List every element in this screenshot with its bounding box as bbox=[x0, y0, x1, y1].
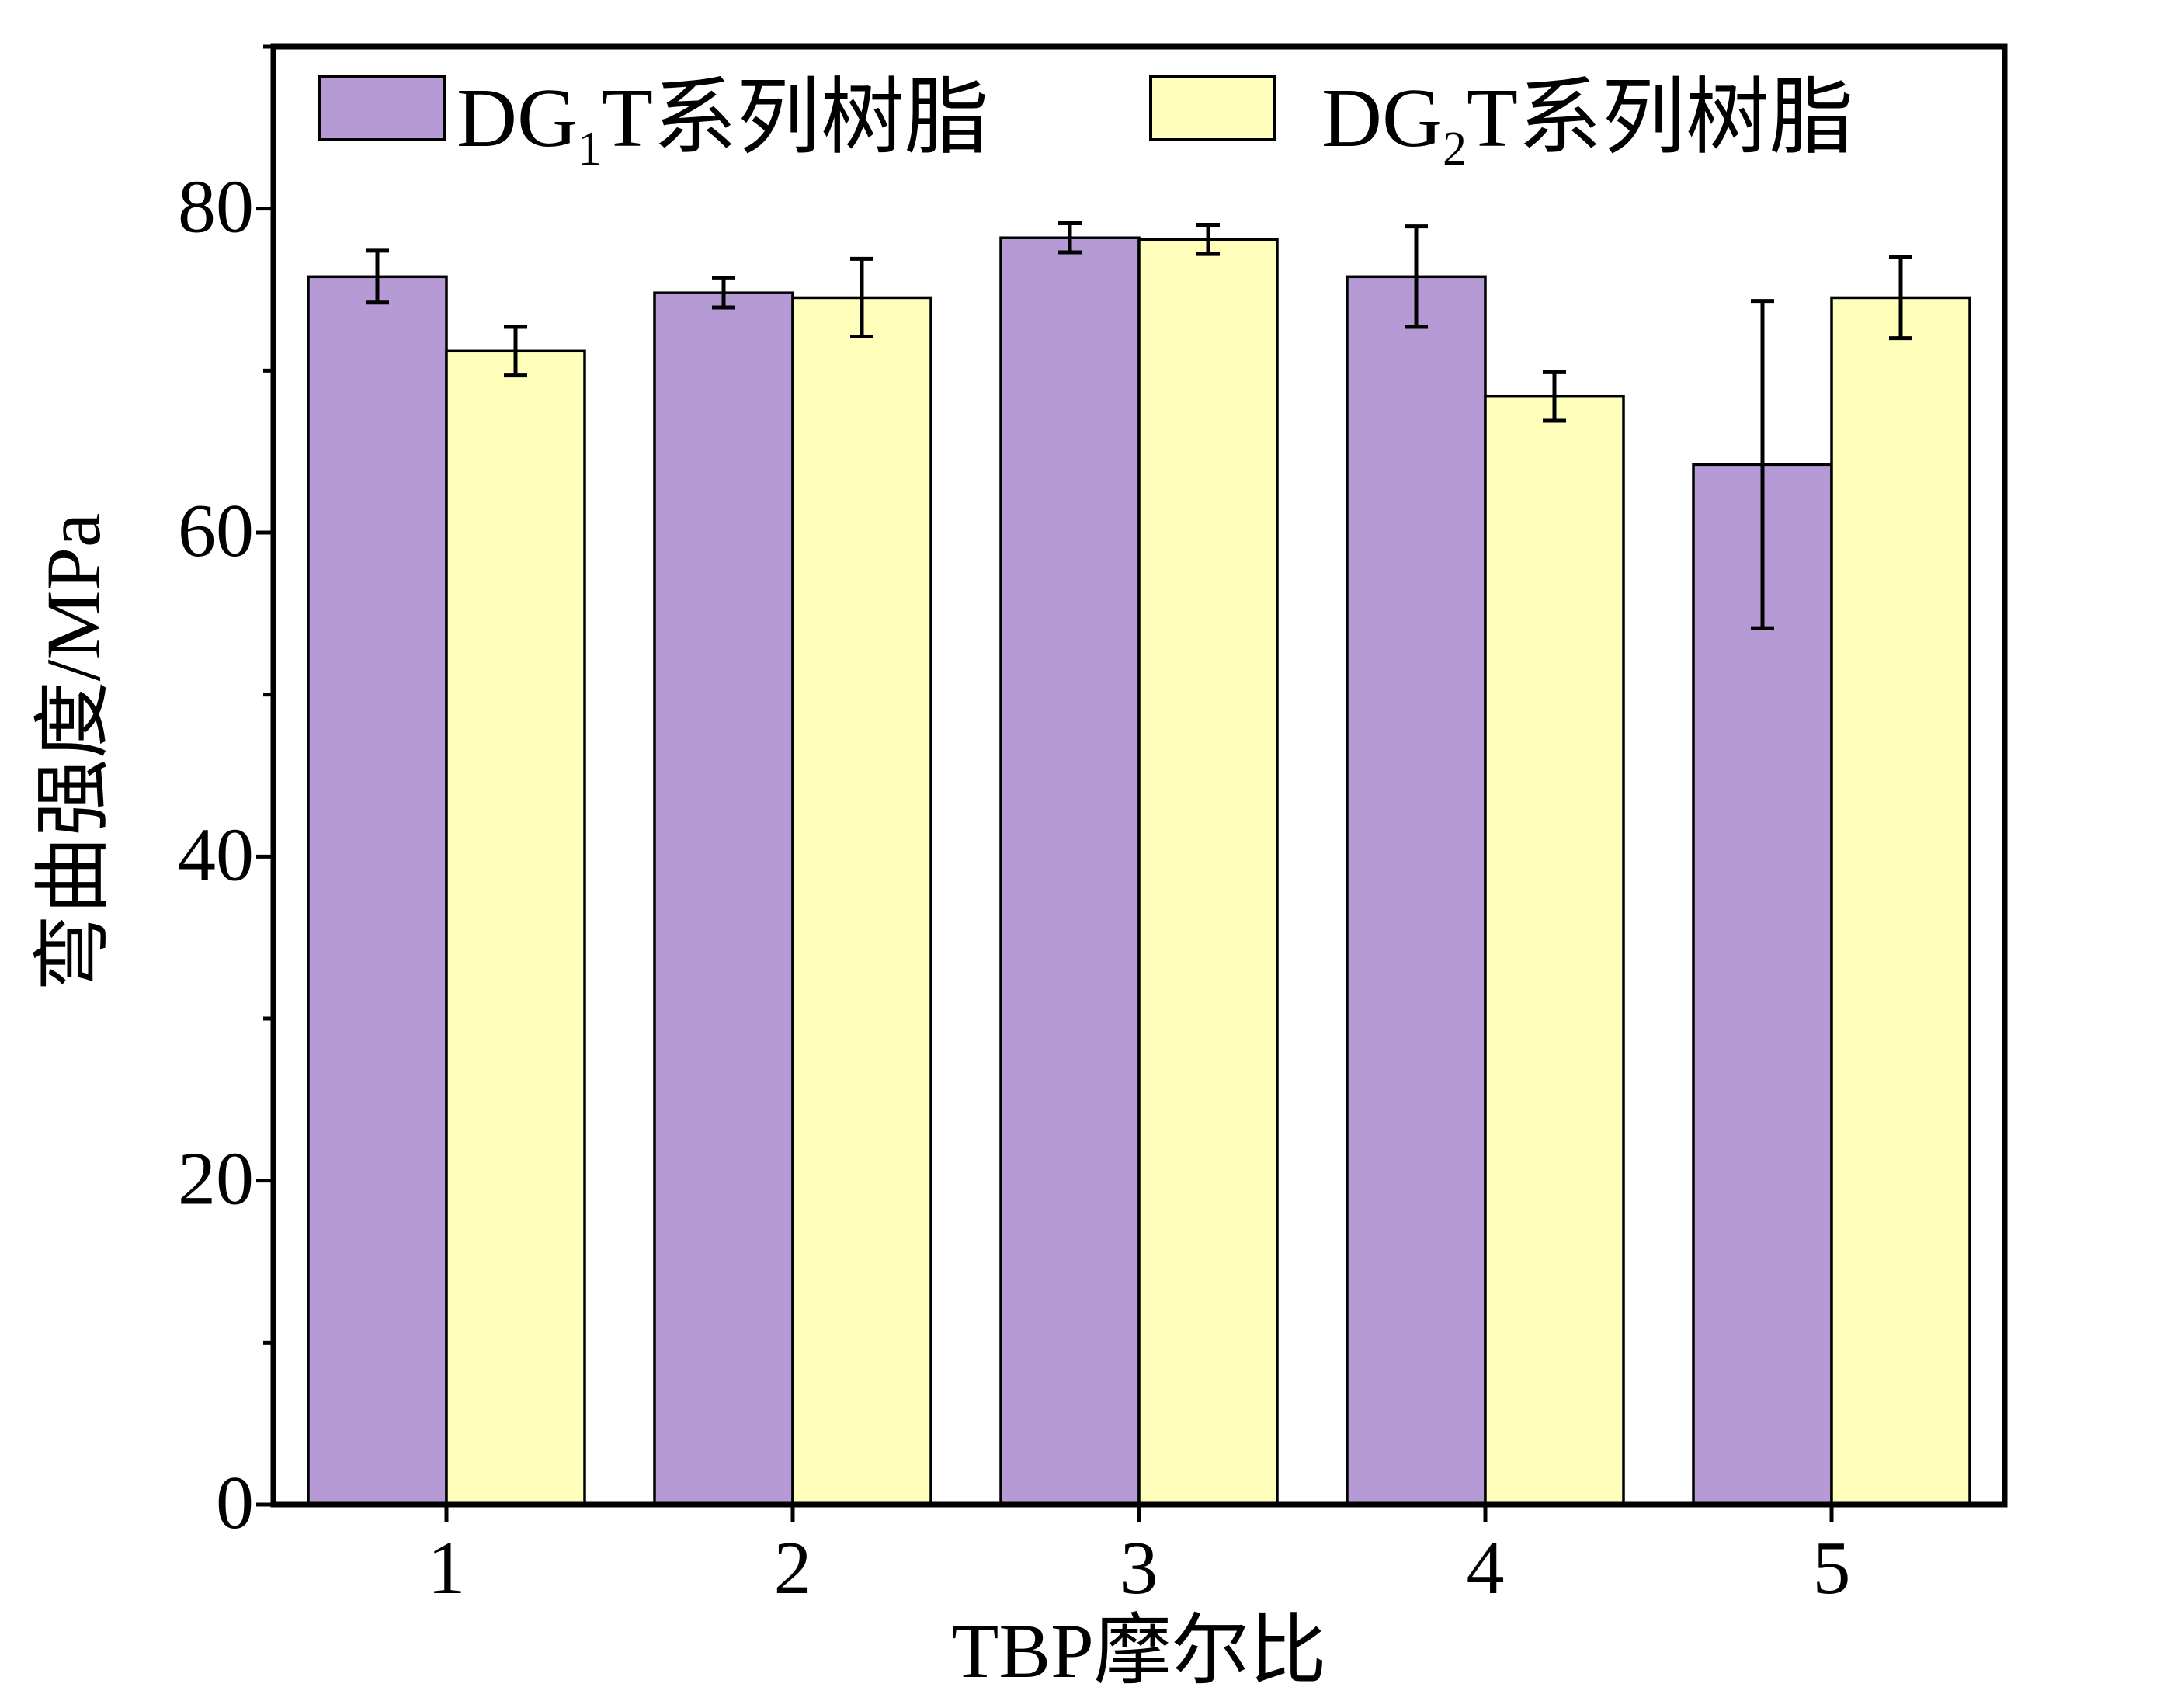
bar-series2-cat4 bbox=[1484, 394, 1625, 1506]
bars-layer bbox=[307, 236, 1971, 1506]
bar-series1-cat1 bbox=[307, 275, 448, 1506]
bar-series1-cat4 bbox=[1346, 275, 1487, 1506]
y-tick-label: 60 bbox=[178, 489, 254, 573]
error-bar-series1-cat4 bbox=[1405, 224, 1428, 329]
error-bar-series1-cat2 bbox=[712, 276, 735, 310]
error-bar-series2-cat1 bbox=[504, 325, 527, 378]
x-tick-label: 4 bbox=[1467, 1526, 1505, 1610]
bar-series1-cat2 bbox=[653, 291, 794, 1506]
error-bar-series1-cat1 bbox=[366, 248, 389, 305]
x-tick-label: 3 bbox=[1120, 1526, 1158, 1610]
bar-series2-cat2 bbox=[791, 296, 932, 1506]
bar-series2-cat5 bbox=[1830, 296, 1971, 1506]
y-tick-label: 20 bbox=[178, 1137, 254, 1221]
bar-series1-cat5 bbox=[1692, 463, 1833, 1506]
y-tick-label: 40 bbox=[178, 813, 254, 897]
x-tick-label: 1 bbox=[428, 1526, 466, 1610]
legend-label: DG1T系列树脂 bbox=[457, 72, 988, 175]
x-tick-label: 5 bbox=[1813, 1526, 1851, 1610]
legend-item-series2: DG2T系列树脂 bbox=[1149, 72, 1853, 175]
error-bar-series2-cat2 bbox=[850, 256, 873, 339]
legend: DG1T系列树脂 DG2T系列树脂 bbox=[318, 72, 1853, 175]
error-bar-series1-cat3 bbox=[1058, 220, 1082, 255]
error-bar-series2-cat5 bbox=[1889, 255, 1912, 341]
error-bar-series2-cat3 bbox=[1196, 223, 1220, 256]
bar-series2-cat3 bbox=[1137, 238, 1279, 1506]
x-tick-label: 2 bbox=[774, 1526, 812, 1610]
y-tick-label: 80 bbox=[178, 165, 254, 249]
error-bar-series2-cat4 bbox=[1543, 370, 1566, 423]
bar-series2-cat1 bbox=[445, 349, 586, 1506]
x-axis-title: TBP摩尔比 bbox=[951, 1608, 1326, 1694]
legend-swatch bbox=[318, 75, 446, 141]
legend-label: DG2T系列树脂 bbox=[1321, 72, 1853, 175]
legend-swatch bbox=[1149, 75, 1276, 141]
error-bars-layer bbox=[366, 220, 1912, 630]
legend-item-series1: DG1T系列树脂 bbox=[318, 72, 988, 175]
bar-series1-cat3 bbox=[999, 236, 1141, 1506]
y-axis-title: 弯曲强度/MPa bbox=[30, 513, 116, 992]
y-axis: 0 20 40 60 80 bbox=[178, 44, 273, 1545]
error-bar-series1-cat5 bbox=[1751, 299, 1774, 630]
x-axis: 1 2 3 4 5 bbox=[428, 1505, 1851, 1610]
y-tick-label: 0 bbox=[216, 1461, 254, 1545]
